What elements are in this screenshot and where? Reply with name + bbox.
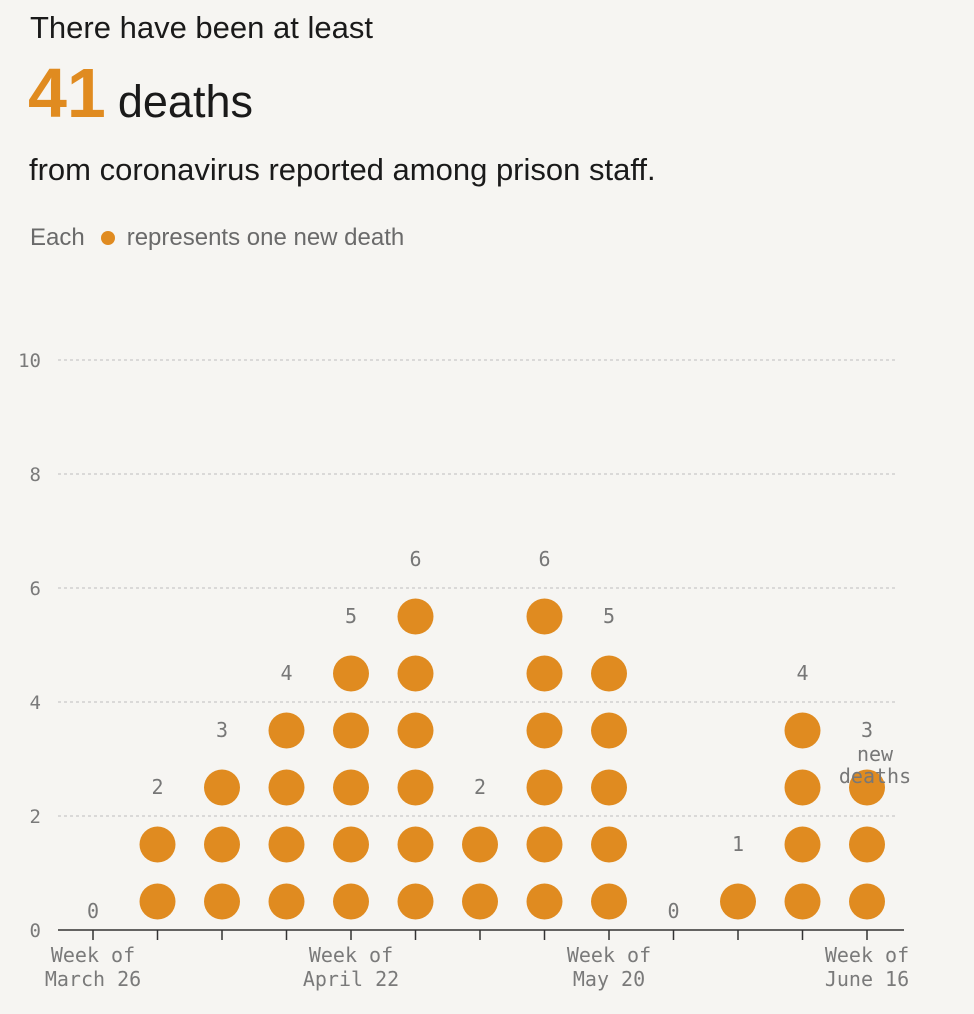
x-tick-label: Week of — [825, 943, 909, 967]
count-label: 6 — [538, 547, 550, 571]
death-dot — [784, 712, 821, 749]
death-dot — [397, 712, 434, 749]
death-dot — [268, 712, 305, 749]
death-dot — [397, 598, 434, 635]
death-dot — [462, 883, 498, 920]
legend-dot-icon — [100, 231, 115, 245]
death-dot — [139, 826, 176, 863]
death-dot — [139, 883, 176, 920]
death-dot — [526, 712, 563, 749]
death-dot — [720, 883, 756, 920]
y-tick-label: 8 — [30, 464, 41, 486]
count-label: 4 — [796, 661, 808, 685]
death-dot — [591, 712, 627, 749]
count-label-suffix: deaths — [839, 764, 911, 788]
death-dot — [784, 769, 821, 806]
count-label: 6 — [409, 547, 421, 571]
x-tick-label: May 20 — [573, 967, 645, 991]
death-dot — [268, 769, 305, 806]
x-tick-label: Week of — [567, 943, 651, 967]
death-dot — [333, 883, 369, 920]
death-dot — [849, 883, 885, 920]
x-tick-label: June 16 — [825, 967, 909, 991]
y-tick-label: 2 — [30, 806, 41, 828]
death-dot — [526, 769, 563, 806]
legend-prefix: Each — [30, 224, 85, 251]
total-deaths-label: deaths — [117, 76, 253, 127]
death-dot — [849, 769, 885, 806]
death-dot — [204, 826, 240, 863]
death-dot — [333, 826, 369, 863]
count-label: 5 — [345, 604, 357, 628]
death-dot — [591, 883, 627, 920]
death-dot — [204, 883, 240, 920]
headline: 41 deaths — [28, 58, 253, 128]
y-tick-label: 0 — [30, 920, 41, 942]
death-dot — [397, 883, 434, 920]
death-dot — [333, 712, 369, 749]
x-tick-label: Week of — [51, 943, 135, 967]
count-label: 3 — [861, 718, 873, 742]
death-dot — [268, 826, 305, 863]
count-label: 5 — [603, 604, 615, 628]
count-label: 2 — [151, 775, 163, 799]
count-label-suffix: new — [857, 742, 894, 766]
legend-suffix: represents one new death — [126, 224, 405, 251]
count-label: 4 — [280, 661, 292, 685]
death-dot — [784, 883, 821, 920]
legend: Each represents one new death — [30, 224, 404, 252]
death-dot — [333, 655, 369, 692]
death-dot — [849, 826, 885, 863]
subline-text: from coronavirus reported among prison s… — [29, 152, 656, 187]
x-tick-label: March 26 — [45, 967, 141, 991]
death-dot — [204, 769, 240, 806]
y-tick-label: 6 — [30, 578, 41, 600]
y-tick-label: 4 — [30, 692, 41, 714]
death-dot — [591, 826, 627, 863]
death-dot — [462, 826, 498, 863]
count-label: 0 — [87, 899, 99, 923]
death-dot — [784, 826, 821, 863]
death-dot — [268, 883, 305, 920]
y-tick-label: 10 — [18, 350, 41, 372]
count-label: 1 — [732, 832, 744, 856]
total-deaths-count: 41 — [28, 54, 106, 132]
death-dot — [333, 769, 369, 806]
death-dot — [526, 826, 563, 863]
death-dot — [397, 769, 434, 806]
x-tick-label: Week of — [309, 943, 393, 967]
count-label: 0 — [667, 899, 679, 923]
count-label: 2 — [474, 775, 486, 799]
death-dot — [591, 769, 627, 806]
death-dot — [591, 655, 627, 692]
death-dot — [526, 598, 563, 635]
death-dot — [397, 826, 434, 863]
death-dot — [397, 655, 434, 692]
death-dot — [526, 655, 563, 692]
intro-text: There have been at least — [30, 10, 373, 45]
x-tick-label: April 22 — [303, 967, 399, 991]
death-dot — [526, 883, 563, 920]
count-label: 3 — [216, 718, 228, 742]
